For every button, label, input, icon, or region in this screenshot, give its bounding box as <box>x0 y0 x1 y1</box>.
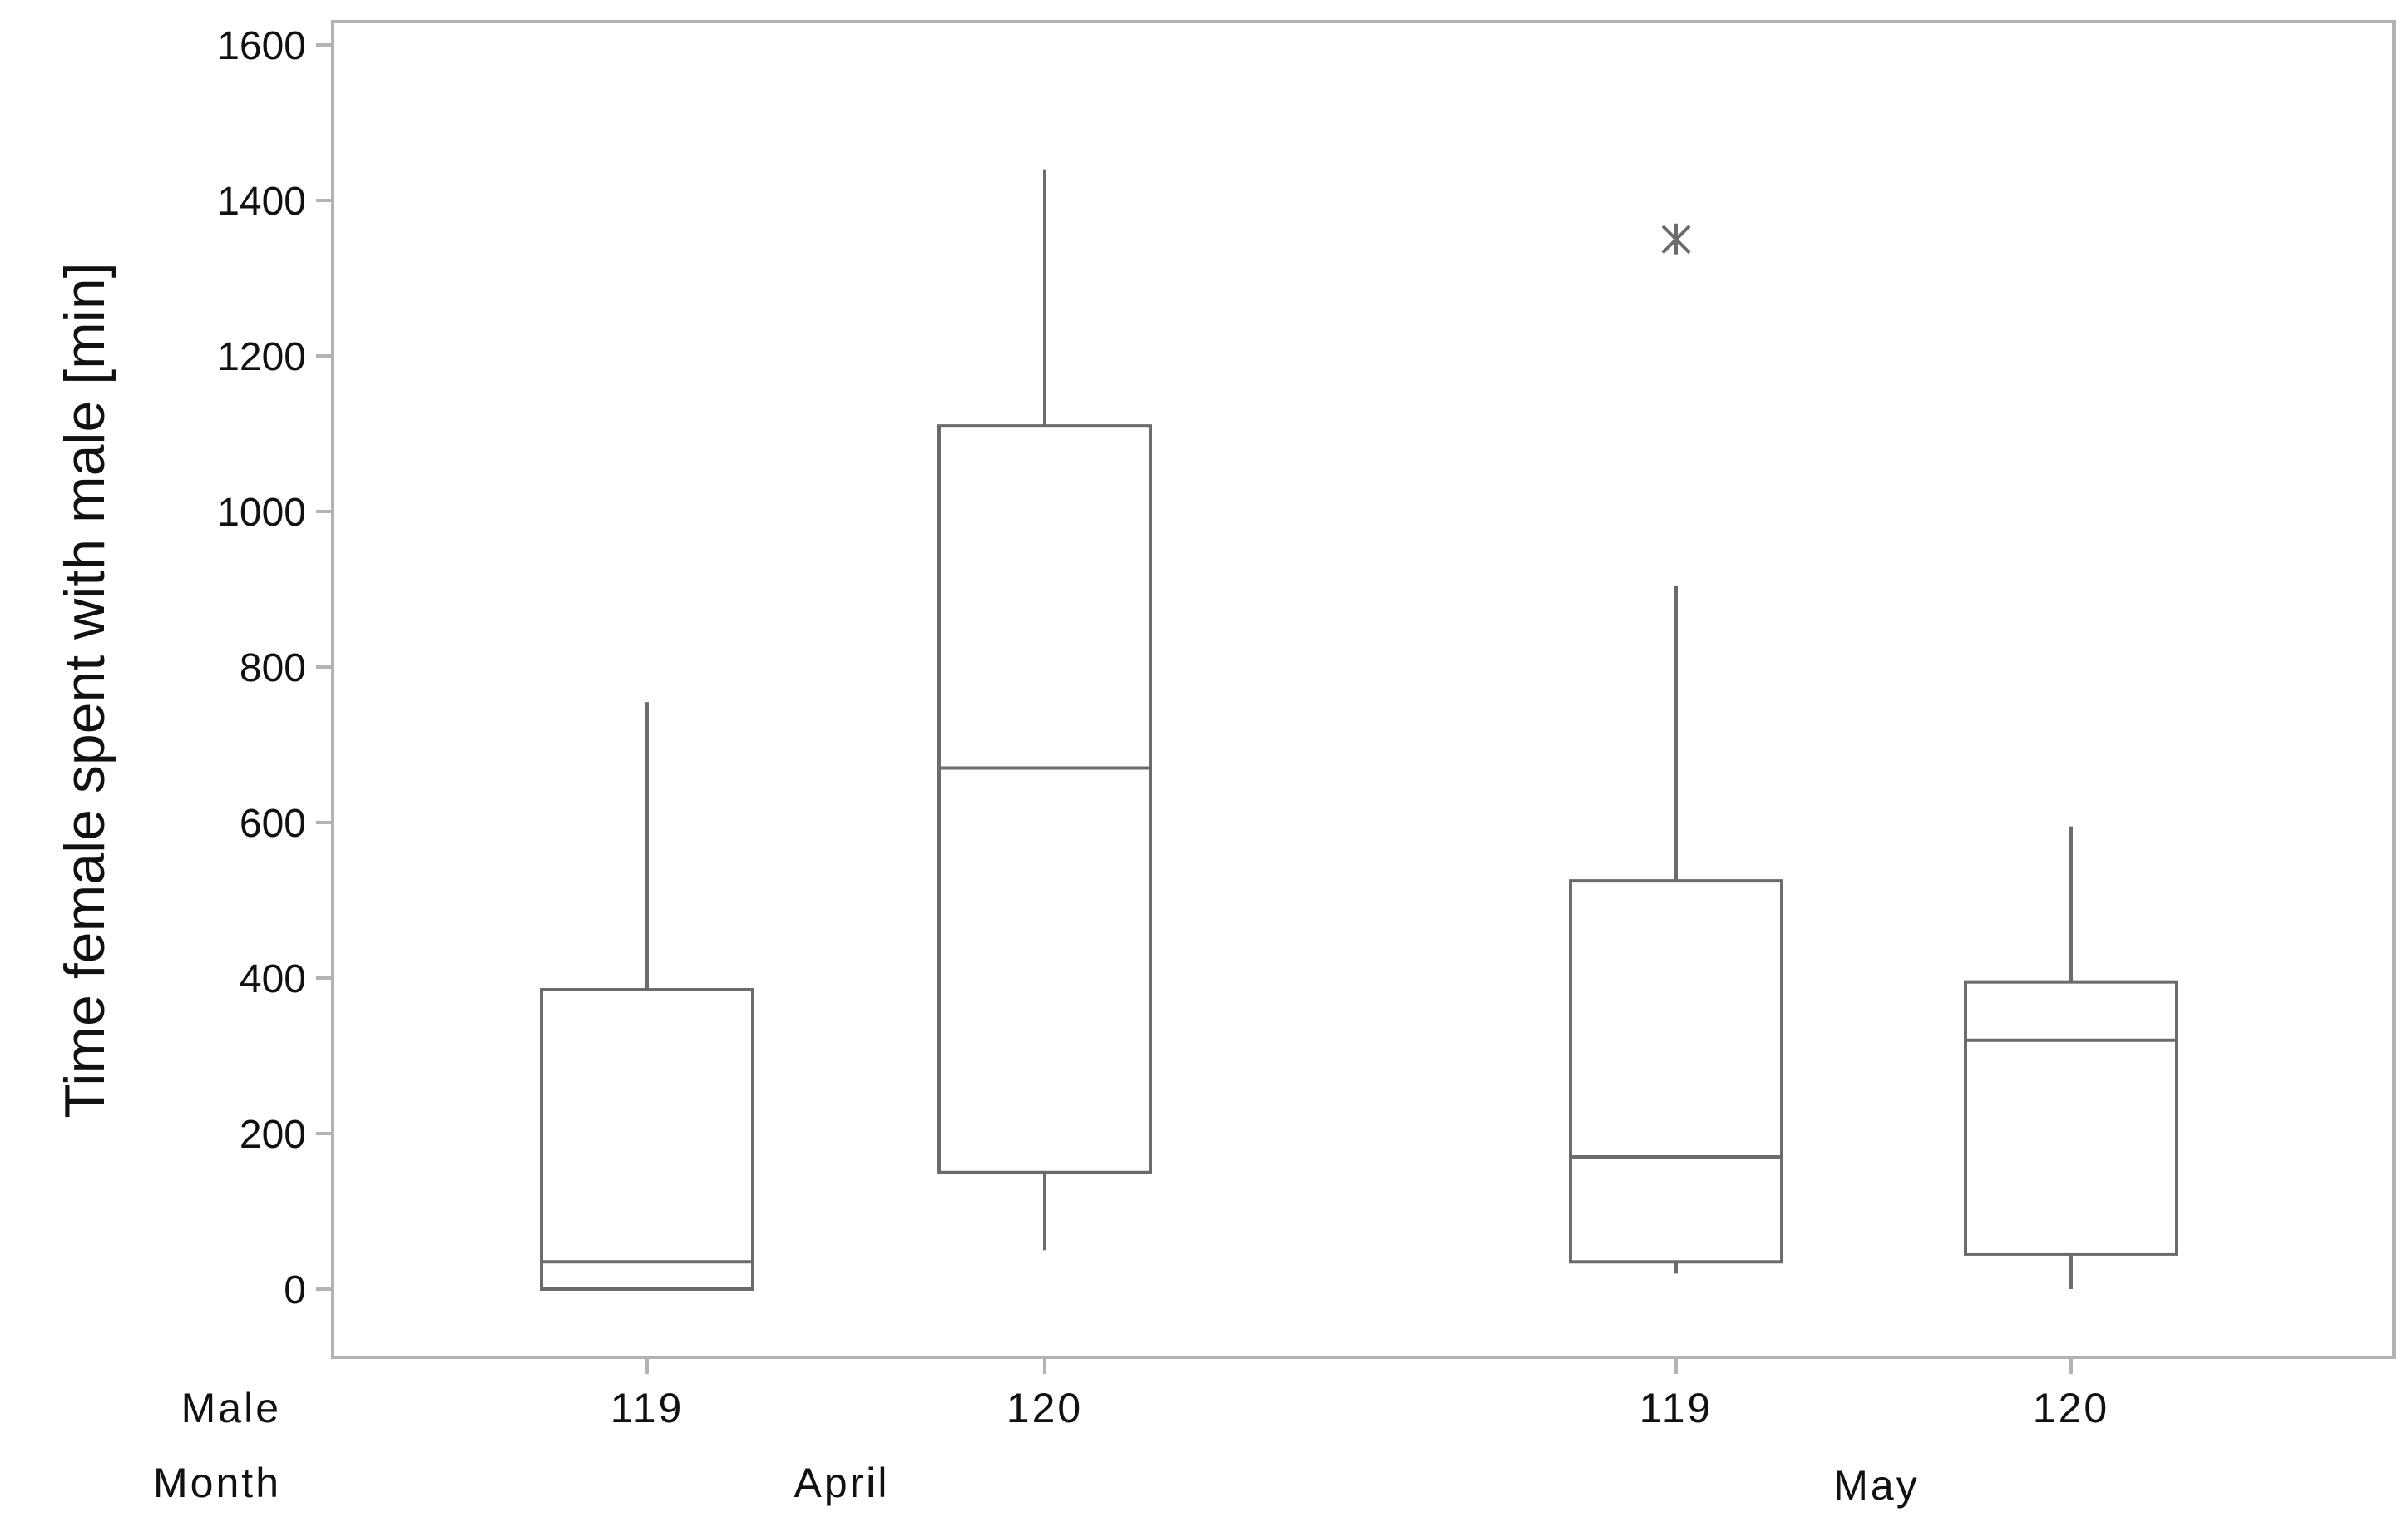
y-tick-label: 1000 <box>217 491 306 535</box>
y-tick-label: 1200 <box>217 335 306 379</box>
outlier-marker <box>1661 223 1691 255</box>
iqr-box <box>1964 980 2178 1256</box>
box-group-april-120 <box>937 169 1152 1251</box>
plot-frame <box>331 20 2396 1359</box>
iqr-box <box>937 424 1152 1174</box>
y-tick-label: 0 <box>284 1268 306 1312</box>
x-factor-label-month: Month <box>153 1460 281 1506</box>
month-label-april: April <box>794 1460 889 1506</box>
boxplot-series <box>540 169 2178 1292</box>
x-tick-label: 120 <box>1006 1385 1083 1431</box>
x-tick-label: 119 <box>611 1385 685 1431</box>
box-group-may-120 <box>1964 826 2178 1289</box>
y-tick-label: 1600 <box>217 24 306 68</box>
x-factor-label-male: Male <box>181 1385 281 1431</box>
x-tick-label: 119 <box>1639 1385 1713 1431</box>
iqr-box <box>1569 879 1783 1264</box>
box-group-april-119 <box>540 702 754 1292</box>
x-tick-label: 120 <box>2033 1385 2109 1431</box>
y-axis: 0 200 400 600 800 1000 1200 1400 1600 <box>217 24 333 1312</box>
y-axis-title: Time female spent with male [min] <box>53 262 116 1118</box>
iqr-box <box>540 988 754 1292</box>
y-tick-label: 800 <box>240 646 306 690</box>
y-tick-label: 400 <box>240 957 306 1001</box>
y-tick-label: 600 <box>240 802 306 846</box>
box-group-may-119 <box>1569 223 1783 1274</box>
y-tick-label: 200 <box>240 1113 306 1157</box>
x-axis: 119 120 119 120 <box>611 1357 2109 1431</box>
month-label-may: May <box>1833 1462 1919 1509</box>
y-tick-label: 1400 <box>217 180 306 224</box>
